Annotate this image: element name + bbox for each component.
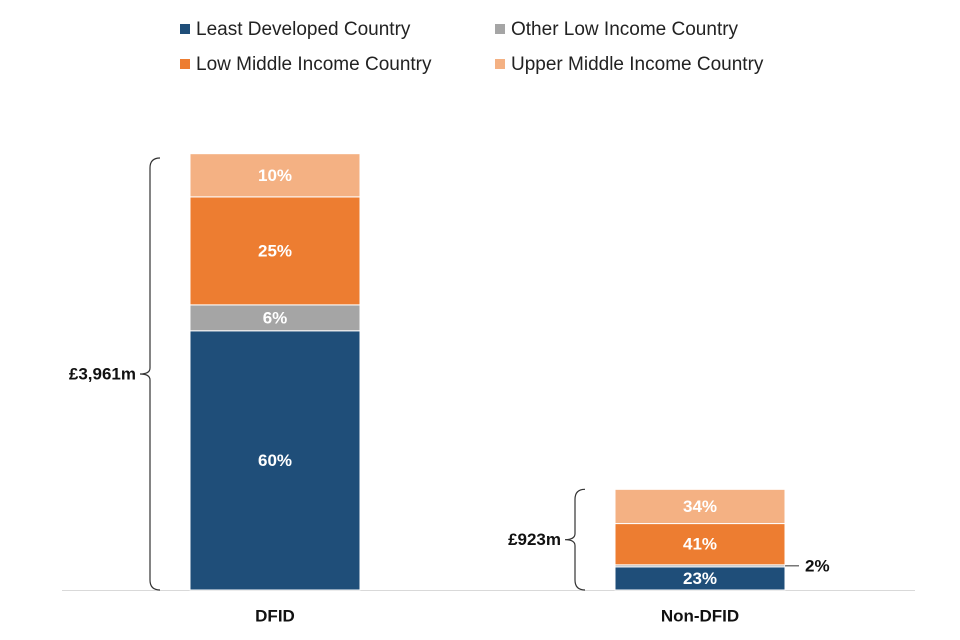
bar-segment <box>189 153 361 198</box>
brace <box>564 488 586 591</box>
bar-segment <box>614 523 786 566</box>
data-label: 34% <box>683 497 717 516</box>
legend-swatch <box>180 24 190 34</box>
legend-swatch <box>495 59 505 69</box>
x-tick-label: DFID <box>255 606 295 625</box>
legend-label: Other Low Income Country <box>511 19 739 40</box>
data-label: 25% <box>258 241 292 260</box>
total-label: £3,961m <box>69 364 136 383</box>
legend-swatch <box>180 59 190 69</box>
data-label: 10% <box>258 166 292 185</box>
data-label: 60% <box>258 451 292 470</box>
legend-label: Upper Middle Income Country <box>511 54 764 75</box>
legend-swatch <box>495 24 505 34</box>
total-label: £923m <box>508 530 561 549</box>
bar-segment <box>189 304 361 332</box>
legend-label: Least Developed Country <box>196 19 411 40</box>
data-label: 41% <box>683 535 717 554</box>
data-label: 23% <box>683 569 717 588</box>
data-label: 6% <box>263 308 288 327</box>
bar-segment <box>189 330 361 591</box>
legend-label: Low Middle Income Country <box>196 54 432 75</box>
x-tick-label: Non-DFID <box>661 606 739 625</box>
bar-segment <box>189 196 361 306</box>
data-label: 2% <box>805 556 830 575</box>
brace <box>139 157 161 591</box>
bar-segment <box>614 488 786 525</box>
